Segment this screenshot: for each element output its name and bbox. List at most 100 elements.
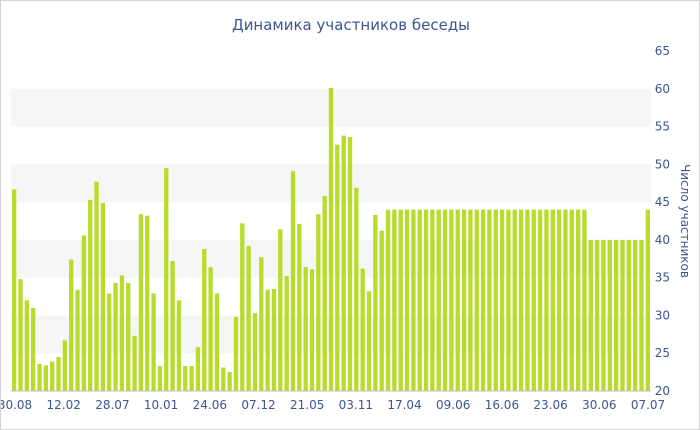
bar (259, 257, 264, 391)
bar (246, 245, 251, 391)
x-tick-label: 10.01 (144, 398, 178, 412)
bar (633, 239, 638, 391)
x-tick-label: 07.12 (241, 398, 275, 412)
bar (157, 366, 163, 391)
bar (240, 223, 245, 391)
bar (626, 239, 631, 391)
bar (569, 209, 574, 391)
bar (100, 202, 106, 391)
x-tick-label: 30.08 (1, 398, 32, 412)
bar (531, 209, 536, 391)
x-tick-label: 16.06 (485, 398, 519, 412)
bar (31, 307, 36, 391)
bar (202, 248, 207, 391)
y-tick-label: 25 (655, 346, 670, 360)
bar (214, 293, 220, 391)
bar (170, 261, 175, 391)
bar (126, 282, 131, 391)
bar (297, 224, 302, 391)
x-axis-ticks: 30.08 12.02 28.07 10.01 24.06 07.12 21.05 03.11… (1, 398, 665, 412)
bar (284, 276, 289, 391)
bar (62, 340, 68, 391)
y-tick-label: 45 (655, 195, 670, 209)
y-axis-ticks: 20 25 30 35 40 45 50 55 60 65 (655, 44, 670, 398)
bar (392, 209, 397, 391)
bar (411, 209, 416, 391)
bar (601, 239, 606, 391)
bar (550, 209, 555, 391)
bar (442, 209, 448, 391)
bar (582, 209, 587, 391)
x-tick-label: 21.05 (290, 398, 324, 412)
bar (18, 279, 23, 391)
bar (455, 209, 460, 391)
bar (176, 300, 182, 391)
bar (290, 171, 296, 391)
bar (499, 209, 505, 391)
bar (43, 365, 49, 391)
bar (563, 209, 568, 391)
bar (271, 289, 277, 391)
bar (88, 199, 93, 391)
y-tick-label: 50 (655, 157, 670, 171)
bar (379, 230, 384, 391)
bar (588, 239, 593, 391)
y-tick-label: 55 (655, 120, 670, 134)
bar (303, 267, 308, 391)
bar (480, 209, 486, 391)
bar (328, 88, 334, 392)
bar (252, 313, 258, 391)
y-tick-label: 65 (655, 44, 670, 58)
bar (309, 269, 315, 391)
y-tick-label: 60 (655, 82, 670, 96)
x-tick-label: 09.06 (436, 398, 470, 412)
bar (316, 214, 321, 391)
bar (575, 209, 581, 391)
y-tick-label: 35 (655, 271, 670, 285)
y-tick-label: 30 (655, 308, 670, 322)
x-tick-label: 17.04 (387, 398, 421, 412)
chart-title: Динамика участников беседы (232, 16, 470, 34)
x-tick-label: 24.06 (193, 398, 227, 412)
bar (81, 235, 87, 391)
bar (75, 289, 80, 391)
bar (468, 209, 473, 391)
x-tick-label: 12.02 (47, 398, 81, 412)
bar (183, 366, 188, 391)
bars (11, 88, 651, 392)
bar (461, 209, 467, 391)
bar (373, 214, 378, 391)
bar (221, 367, 226, 391)
bar (398, 209, 403, 391)
x-tick-label: 23.06 (533, 398, 567, 412)
x-tick-label: 07.07 (631, 398, 665, 412)
bar (594, 239, 600, 391)
y-axis-label: Число участников (678, 164, 692, 278)
bar (423, 209, 429, 391)
bar (107, 293, 112, 391)
bar (94, 181, 99, 391)
bar (164, 168, 169, 391)
bar (132, 335, 137, 391)
bar (37, 363, 42, 391)
bar (607, 239, 612, 391)
bar (208, 267, 213, 391)
bar (50, 361, 55, 391)
bar (151, 293, 156, 391)
bar (354, 187, 359, 391)
bar (56, 357, 61, 391)
bar (518, 209, 524, 391)
bar (366, 291, 372, 391)
bar (537, 209, 543, 391)
bar (417, 209, 422, 391)
bar (113, 282, 118, 391)
bar (12, 189, 17, 391)
bar (506, 209, 511, 391)
bar (544, 209, 549, 391)
x-tick-label: 28.07 (95, 398, 129, 412)
y-tick-label: 20 (655, 384, 670, 398)
bar (265, 289, 270, 391)
bar (487, 209, 492, 391)
bar (360, 268, 365, 391)
